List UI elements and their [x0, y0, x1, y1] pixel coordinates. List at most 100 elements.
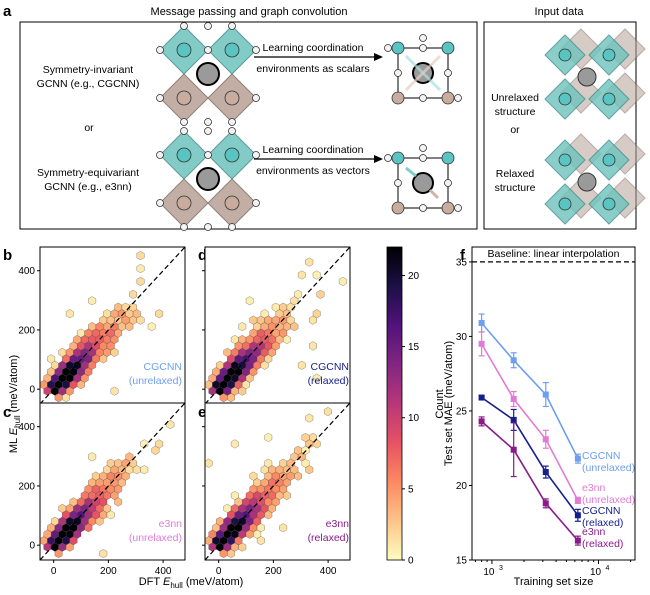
a-site-atom: [196, 62, 220, 86]
panel-letter-e: e: [198, 404, 206, 421]
hexbin-cell: [125, 452, 134, 462]
x-tick-label: 200: [265, 566, 282, 577]
panel-letter-f: f: [460, 247, 466, 264]
anion-atom: [204, 151, 212, 159]
hex-ylabel: ML Ehull (meV/atom): [8, 355, 22, 453]
b-site-atom: [441, 201, 455, 215]
data-point: [510, 446, 517, 453]
hexbin-cell: [297, 270, 306, 280]
panel-d-label-line2: (relaxed): [308, 375, 349, 387]
anion-atom: [228, 22, 236, 30]
hexbin-cell: [264, 433, 273, 442]
panel-b-label-line2: (unrelaxed): [129, 375, 182, 387]
data-point: [510, 357, 517, 364]
hexbin-cell: [305, 257, 314, 267]
y-tick-label: 35: [456, 257, 468, 268]
b-site-atom: [176, 147, 192, 163]
panel-c-label-line2: (unrelaxed): [129, 532, 182, 544]
x-tick-exponent: 3: [499, 565, 503, 572]
hexbin-cell: [297, 360, 306, 370]
parity-panels: b d c e 0 200 400 0 0 200 200 400 400 0 200 400 C…: [3, 246, 351, 590]
panel-a-title: Message passing and graph convolution: [151, 6, 348, 18]
anion-atom: [384, 44, 392, 52]
x-tick-label: 10: [590, 567, 602, 578]
hexbin-cell: [309, 433, 317, 442]
data-point: [542, 469, 549, 476]
panel-a-box: [19, 21, 478, 230]
hexbin-cell: [129, 289, 137, 299]
hexbin-cell: [230, 491, 239, 500]
panel-letter-c: c: [3, 404, 11, 421]
panel-d-label-line1: CGCNN: [311, 361, 350, 373]
hexbin-cell: [88, 296, 97, 306]
x-tick-label: 0: [216, 566, 222, 577]
colorbar: 0 5 10 15 20 Count: [386, 246, 446, 567]
data-point: [510, 416, 517, 423]
y-tick-label: 200: [18, 481, 35, 492]
plot-frame: [471, 246, 636, 561]
anion-atom: [419, 204, 427, 212]
hexbin-cell: [140, 465, 149, 475]
arrow1-label-line1: Learning coordination: [263, 42, 364, 54]
series-line: [481, 420, 579, 542]
hexbin-cell: [264, 458, 273, 468]
hexbin-cell: [316, 289, 325, 299]
parity-line: [204, 402, 351, 561]
plot-frame: [39, 402, 186, 561]
colorbar-tick-label: 0: [408, 556, 414, 567]
input2-label-line2: structure: [495, 182, 536, 194]
b-site-atom: [602, 197, 616, 211]
anion-atom: [394, 69, 402, 77]
hex-xlabel: DFT Ehull (meV/atom): [139, 576, 244, 590]
data-point: [574, 455, 581, 462]
anion-atom: [419, 144, 427, 152]
series-label: e3nn: [582, 526, 606, 538]
anion-atom: [180, 127, 188, 135]
colorbar-ticks: 0 5 10 15 20: [402, 271, 420, 567]
hex-panel-b: 0 200 400: [18, 246, 186, 407]
model1-label-line2: GCNN (e.g., CGCNN): [37, 78, 140, 90]
a-site-atom: [412, 172, 434, 194]
anion-atom: [204, 118, 212, 126]
y-tick-label: 25: [456, 406, 468, 417]
data-point: [478, 394, 485, 401]
b-site-atom: [224, 147, 240, 163]
hexbin-cell: [155, 309, 164, 319]
colorbar-gradient: [386, 246, 403, 561]
hexbin-cell: [47, 354, 56, 364]
panel-a: a Message passing and graph convolution …: [3, 3, 646, 231]
anion-atom: [419, 34, 427, 42]
hexbin-cell: [338, 277, 347, 286]
hexbin-cell: [230, 439, 239, 449]
y-axis-label: Test set MAE (meV/atom): [443, 341, 455, 466]
model2-label-line1: Symmetry-equivariant: [37, 167, 139, 179]
hexbin-cell: [294, 289, 302, 299]
data-point: [510, 396, 517, 403]
y-tick-label: 200: [18, 325, 35, 336]
b-site-atom: [441, 91, 455, 105]
panel-letter-b: b: [3, 247, 12, 264]
series-label: (relaxed): [582, 517, 623, 529]
y-tick-label: 20: [456, 481, 468, 492]
hexbin-cell: [155, 439, 164, 449]
b-site-atom: [391, 151, 405, 165]
hexbin-cell: [245, 296, 254, 306]
hexbin-cell: [129, 302, 137, 312]
data-point: [542, 500, 549, 507]
colorbar-tick-label: 20: [408, 271, 420, 282]
anion-atom: [384, 154, 392, 162]
arrow1-head: [374, 53, 383, 61]
parity-line: [204, 246, 351, 405]
b-site-atom: [391, 91, 405, 105]
input1-label-line2: structure: [495, 106, 536, 118]
baseline-label: Baseline: linear interpolation: [488, 248, 620, 260]
hexbin-cell: [312, 270, 321, 280]
b-site-atom: [558, 153, 572, 167]
colorbar-label: Count: [434, 389, 446, 418]
a-site-atom: [577, 67, 597, 87]
hexbin-cell: [312, 309, 321, 319]
anion-atom: [444, 179, 452, 187]
anion-atom: [156, 46, 164, 54]
series-label: CGCNN: [582, 450, 621, 462]
series-line: [480, 343, 579, 501]
